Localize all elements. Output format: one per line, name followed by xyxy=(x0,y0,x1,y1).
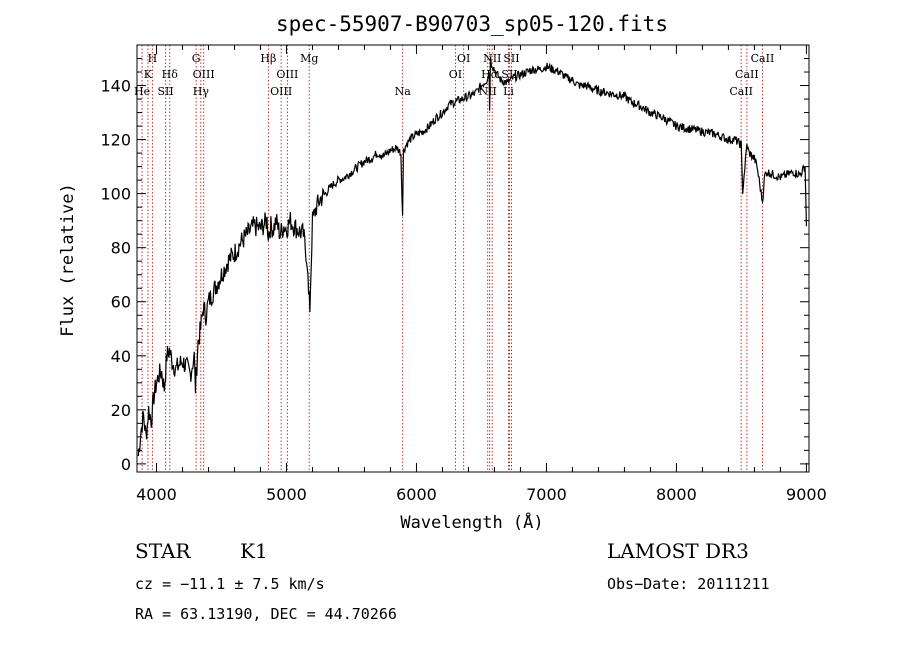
object-subclass: K1 xyxy=(240,539,268,563)
x-tick-label: 9000 xyxy=(786,485,827,504)
y-tick-label: 80 xyxy=(111,239,131,258)
line-label-k: K xyxy=(144,68,153,81)
line-label-oiii: OIII xyxy=(276,68,298,81)
y-tick-label: 120 xyxy=(100,131,131,150)
line-label-caii: CaII xyxy=(751,52,775,65)
plot-frame xyxy=(136,44,810,473)
line-label-oi: OI xyxy=(457,52,470,65)
line-label-he: He xyxy=(134,85,150,98)
x-tick-label: 5000 xyxy=(266,485,307,504)
line-label-g: G xyxy=(192,52,201,65)
line-label-na: Na xyxy=(395,85,412,98)
line-label-hγ: Hγ xyxy=(193,85,210,98)
x-tick-label: 4000 xyxy=(136,485,177,504)
survey-name: LAMOST DR3 xyxy=(607,539,749,563)
line-label-nii: NII xyxy=(479,85,497,98)
line-label-oiii: OIII xyxy=(270,85,292,98)
y-axis-label: Flux (relative) xyxy=(58,183,78,337)
y-tick-label: 140 xyxy=(100,77,131,96)
line-label-oi: OI xyxy=(449,68,462,81)
spectral-line-markers xyxy=(141,45,763,472)
y-tick-label: 20 xyxy=(111,401,131,420)
object-class: STAR xyxy=(135,539,191,563)
x-tick-label: 7000 xyxy=(526,485,567,504)
line-label-li: Li xyxy=(503,85,514,98)
y-tick-label: 60 xyxy=(111,293,131,312)
chart-title: spec-55907-B90703_sp05-120.fits xyxy=(276,12,668,36)
x-tick-label: 8000 xyxy=(656,485,697,504)
line-label-oiii: OIII xyxy=(193,68,215,81)
line-label-hδ: Hδ xyxy=(162,68,179,81)
line-label-sii: SII xyxy=(501,68,517,81)
redshift-cz: cz = −11.1 ± 7.5 km/s xyxy=(135,575,325,593)
y-axis-ticks: 0 20 40 60 80 100 120 140 xyxy=(100,58,809,474)
line-label-caii: CaII xyxy=(735,68,759,81)
x-axis-ticks: 4000 5000 6000 7000 8000 9000 xyxy=(136,45,827,504)
observation-date: Obs−Date: 20111211 xyxy=(607,575,770,593)
spectrum-line xyxy=(137,56,807,457)
line-label-h: H xyxy=(148,52,158,65)
ra-dec: RA = 63.13190, DEC = 44.70266 xyxy=(135,605,397,623)
line-label-mg: Mg xyxy=(300,52,318,65)
line-label-sii: SII xyxy=(503,52,519,65)
line-label-hβ: Hβ xyxy=(260,52,276,65)
line-label-caii: CaII xyxy=(729,85,753,98)
x-axis-label: Wavelength (Å) xyxy=(400,511,543,533)
x-tick-label: 6000 xyxy=(396,485,437,504)
line-label-nii: NII xyxy=(483,52,501,65)
line-label-sii: SII xyxy=(157,85,173,98)
spectral-line-labels: HeKHSIIHδGHγOIIIHβOIIIOIIIMgNaOIOINIIHαN… xyxy=(134,52,774,98)
y-tick-label: 100 xyxy=(100,185,131,204)
y-tick-label: 0 xyxy=(121,455,131,474)
y-tick-label: 40 xyxy=(111,347,131,366)
